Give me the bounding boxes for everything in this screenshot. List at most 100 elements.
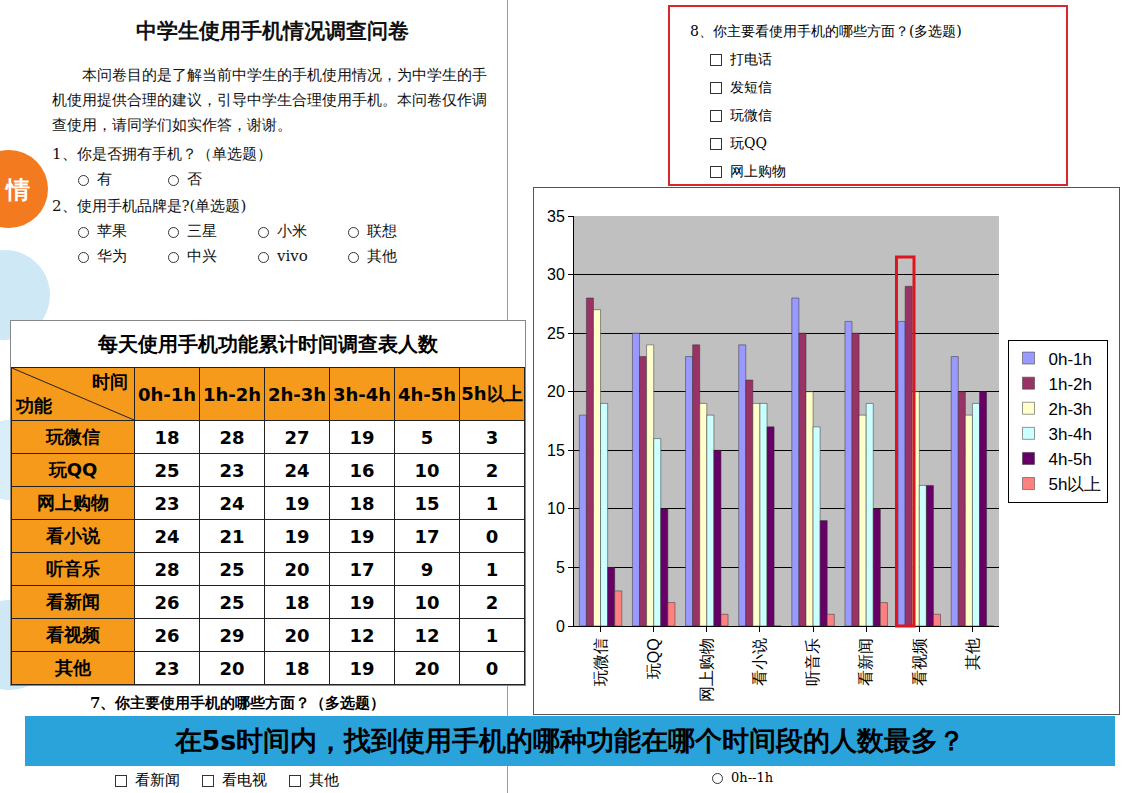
html-text:其他: 其他 xyxy=(55,657,91,678)
svg-text:1h-2h: 1h-2h xyxy=(1049,375,1092,394)
html-text:5: 5 xyxy=(420,426,434,448)
svg-text:20: 20 xyxy=(547,383,565,400)
html-text:看新闻: 看新闻 xyxy=(135,771,180,789)
html-text:25: 25 xyxy=(219,558,245,580)
svg-text:35: 35 xyxy=(547,208,565,225)
html-text:24: 24 xyxy=(154,525,180,547)
html-text:听音乐: 听音乐 xyxy=(46,558,100,579)
svg-text:4h-5h: 4h-5h xyxy=(1049,450,1092,469)
svg-text:网上购物: 网上购物 xyxy=(698,638,715,702)
svg-text:3h-4h: 3h-4h xyxy=(1049,425,1092,444)
html-text:19: 19 xyxy=(284,525,310,547)
html-text:10: 10 xyxy=(414,459,440,481)
html-text:看电视: 看电视 xyxy=(222,771,267,789)
html-text:玩微信: 玩微信 xyxy=(730,107,772,123)
html-text:打电话: 打电话 xyxy=(730,51,772,67)
html-text:其他: 其他 xyxy=(367,247,397,265)
html-text:8、你主要看使用手机的哪些方面？(多选题): 8、你主要看使用手机的哪些方面？(多选题) xyxy=(690,23,962,39)
html-text:每天使用手机功能累计时间调查表人数: 每天使用手机功能累计时间调查表人数 xyxy=(98,332,438,356)
html-text:其他: 其他 xyxy=(309,771,339,789)
html-text:vivo: vivo xyxy=(277,247,308,265)
html-text:20: 20 xyxy=(284,624,310,646)
html-text:17: 17 xyxy=(414,525,440,547)
html-text:7、你主要使用手机的哪些方面？（多选题）: 7、你主要使用手机的哪些方面？（多选题） xyxy=(90,694,386,712)
html-text:18: 18 xyxy=(284,591,310,613)
html-text:功能: 功能 xyxy=(16,395,52,416)
html-text:18: 18 xyxy=(284,657,310,679)
svg-text:玩QQ: 玩QQ xyxy=(645,638,662,679)
html-text:24: 24 xyxy=(219,492,245,514)
html-text:12: 12 xyxy=(349,624,375,646)
html-text:20: 20 xyxy=(284,558,310,580)
html-text:看新闻: 看新闻 xyxy=(46,591,100,612)
html-text:28: 28 xyxy=(154,558,180,580)
html-text:15: 15 xyxy=(414,492,440,514)
html-text:19: 19 xyxy=(349,657,375,679)
html-text:中兴: 中兴 xyxy=(187,247,217,265)
html-text:20: 20 xyxy=(414,657,440,679)
svg-text:10: 10 xyxy=(547,500,565,517)
svg-text:25: 25 xyxy=(547,325,565,342)
html-text:看小说: 看小说 xyxy=(46,525,100,546)
html-text:发短信: 发短信 xyxy=(730,79,772,95)
html-text:2、使用手机品牌是?(单选题): 2、使用手机品牌是?(单选题) xyxy=(52,197,247,215)
html-text:网上购物: 网上购物 xyxy=(730,163,786,179)
svg-text:5: 5 xyxy=(556,559,565,576)
html-text:10: 10 xyxy=(414,591,440,613)
svg-text:看新闻: 看新闻 xyxy=(857,638,874,686)
html-text:19: 19 xyxy=(349,525,375,547)
html-text:28: 28 xyxy=(219,426,245,448)
html-text:26: 26 xyxy=(154,591,180,613)
html-text:19: 19 xyxy=(349,591,375,613)
html-text:看视频: 看视频 xyxy=(46,624,100,645)
html-text:时间: 时间 xyxy=(92,371,128,392)
html-text:18: 18 xyxy=(349,492,375,514)
svg-text:其他: 其他 xyxy=(964,638,981,670)
svg-text:15: 15 xyxy=(547,442,565,459)
html-text:23: 23 xyxy=(154,492,180,514)
html-text:有: 有 xyxy=(97,170,112,188)
html-text:17: 17 xyxy=(349,558,375,580)
svg-text:看视频: 看视频 xyxy=(911,638,928,686)
html-text:0h--1h: 0h--1h xyxy=(731,770,774,785)
svg-text:2h-3h: 2h-3h xyxy=(1049,400,1092,419)
html-text:苹果: 苹果 xyxy=(97,222,127,240)
html-text:25: 25 xyxy=(154,459,180,481)
html-text:16: 16 xyxy=(349,459,375,481)
html-text:玩QQ: 玩QQ xyxy=(730,135,767,151)
html-text:玩QQ: 玩QQ xyxy=(48,459,98,480)
html-text:情: 情 xyxy=(6,176,30,204)
svg-text:听音乐: 听音乐 xyxy=(804,638,821,686)
html-text:三星: 三星 xyxy=(187,222,217,240)
svg-text:30: 30 xyxy=(547,266,565,283)
svg-text:看小说: 看小说 xyxy=(751,638,768,686)
html-text:21: 21 xyxy=(219,525,245,547)
html-text:中学生使用手机情况调查问卷: 中学生使用手机情况调查问卷 xyxy=(135,18,409,43)
html-text:20: 20 xyxy=(219,657,245,679)
html-text:18: 18 xyxy=(154,426,180,448)
html-text:小米: 小米 xyxy=(277,222,307,240)
html-text:0h-1h 1h-2h 2h-3h 3h-4h 4h-5h: 0h-1h 1h-2h 2h-3h 3h-4h 4h-5h 5h以上 xyxy=(137,383,523,405)
html-text:联想: 联想 xyxy=(367,222,397,240)
html-text:12: 12 xyxy=(414,624,440,646)
html-text:网上购物: 网上购物 xyxy=(37,492,109,513)
html-text:23: 23 xyxy=(219,459,245,481)
html-text:25: 25 xyxy=(219,591,245,613)
html-text:26: 26 xyxy=(154,624,180,646)
html-text:19: 19 xyxy=(349,426,375,448)
html-text:24: 24 xyxy=(284,459,310,481)
html-text:否: 否 xyxy=(187,170,202,188)
svg-text:0h-1h: 0h-1h xyxy=(1049,350,1092,369)
html-text:玩微信: 玩微信 xyxy=(46,426,100,447)
html-text:1、你是否拥有手机？（单选题）: 1、你是否拥有手机？（单选题） xyxy=(52,145,272,163)
svg-text:0: 0 xyxy=(556,618,565,635)
html-text:29: 29 xyxy=(219,624,245,646)
svg-text:玩微信: 玩微信 xyxy=(592,638,609,686)
html-text:本问卷目的是了解当前中学生的手机使用情况，为中学生的手机使用: 本问卷目的是了解当前中学生的手机使用情况，为中学生的手机使用提供合理的建议，引导… xyxy=(52,66,487,134)
html-text:27: 27 xyxy=(284,426,310,448)
html-text:23: 23 xyxy=(154,657,180,679)
html-text:华为: 华为 xyxy=(97,247,127,265)
html-text:19: 19 xyxy=(284,492,310,514)
svg-text:5h以上: 5h以上 xyxy=(1049,475,1102,494)
html-text:在5s时间内，找到使用手机的哪种功能在哪个时间段的人数最多？: 在5s时间内，找到使用手机的哪种功能在哪个时间段的人数最多？ xyxy=(174,725,966,756)
